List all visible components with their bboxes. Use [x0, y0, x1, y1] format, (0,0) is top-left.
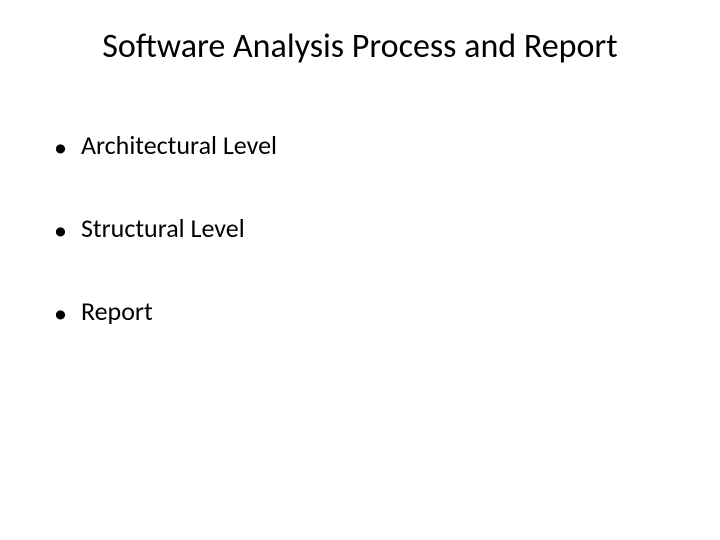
- list-item: • Structural Level: [54, 213, 277, 244]
- slide-container: Software Analysis Process and Report • A…: [0, 0, 720, 540]
- bullet-icon: •: [54, 300, 67, 326]
- list-item: • Architectural Level: [54, 130, 277, 161]
- bullet-list: • Architectural Level • Structural Level…: [54, 130, 277, 380]
- bullet-icon: •: [54, 217, 67, 243]
- bullet-text: Report: [81, 296, 153, 327]
- bullet-icon: •: [54, 134, 67, 160]
- list-item: • Report: [54, 296, 277, 327]
- slide-title: Software Analysis Process and Report: [0, 26, 720, 67]
- bullet-text: Structural Level: [81, 213, 245, 244]
- bullet-text: Architectural Level: [81, 130, 277, 161]
